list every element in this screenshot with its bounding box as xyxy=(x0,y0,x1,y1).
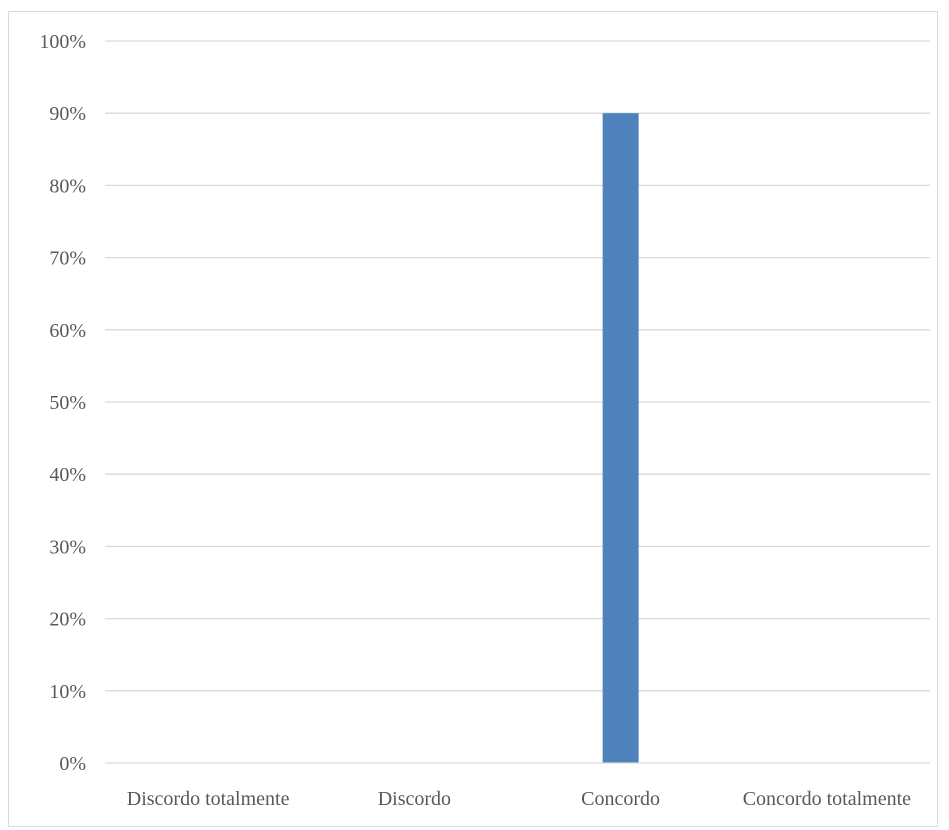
grid-lines xyxy=(105,40,930,692)
x-tick-labels: Discordo totalmente Discordo Concordo Conco… xyxy=(127,788,911,810)
bar xyxy=(602,113,639,763)
x-tick-label: Discordo totalmente xyxy=(127,788,290,810)
y-tick-label: 50% xyxy=(49,392,86,414)
y-tick-label: 90% xyxy=(49,103,86,125)
x-tick-label: Discordo xyxy=(378,788,451,810)
y-tick-label: 40% xyxy=(49,464,86,486)
y-tick-label: 0% xyxy=(59,753,86,775)
x-tick-label: Concordo xyxy=(581,788,660,810)
y-tick-label: 100% xyxy=(39,31,86,53)
y-tick-labels: 0% 10% 20% 30% 40% 50% 60% 70% 80% 90% 100% xyxy=(39,31,86,775)
y-tick-label: 20% xyxy=(49,609,86,631)
x-tick-label: Concordo totalmente xyxy=(743,788,911,810)
y-tick-label: 80% xyxy=(49,175,86,197)
y-tick-label: 30% xyxy=(49,536,86,558)
bars xyxy=(602,113,639,763)
y-tick-label: 60% xyxy=(49,320,86,342)
y-tick-label: 70% xyxy=(49,248,86,270)
y-tick-label: 10% xyxy=(49,681,86,703)
